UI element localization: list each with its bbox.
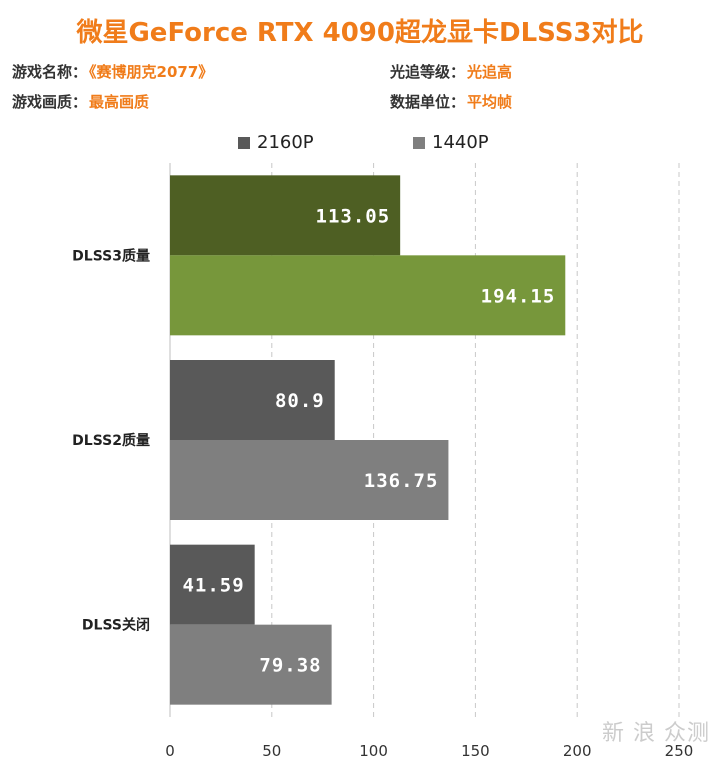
legend-swatch-1440p [413,136,425,149]
game-name-label: 游戏名称： [12,63,88,81]
bar-1440p [170,440,449,520]
bar-value-label: 79.38 [259,655,321,677]
game-name-row: 游戏名称： 《赛博朋克2077》 [12,61,213,82]
quality-row: 游戏画质： 最高画质 [12,91,149,112]
x-tick-label: 100 [359,742,388,760]
bar-value-label: 41.59 [182,575,244,597]
bar-value-label: 136.75 [364,470,439,492]
category-label: DLSS3质量 [72,247,150,264]
unit-value: 平均帧 [467,93,513,111]
raytracing-value: 光追高 [467,63,513,81]
bar-value-label: 113.05 [316,205,391,227]
raytracing-row: 光追等级： 光追高 [390,61,512,82]
bar-1440p [170,624,332,705]
quality-value: 最高画质 [89,93,150,111]
bar-2160p [170,175,401,256]
legend-item-2160p: 2160P [238,132,314,153]
bar-value-label: 194.15 [481,285,556,307]
legend-label-2160p: 2160P [257,132,314,153]
x-tick-label: 200 [563,742,592,760]
x-tick-label: 250 [665,742,694,760]
x-tick-label: 50 [262,742,281,760]
chart-title: 微星GeForce RTX 4090超龙显卡DLSS3对比 [76,18,644,48]
legend-item-1440p: 1440P [413,132,489,153]
legend-swatch-2160p [238,136,250,149]
unit-label: 数据单位： [390,93,466,111]
raytracing-label: 光追等级： [390,63,466,81]
category-label: DLSS2质量 [72,432,150,449]
unit-row: 数据单位： 平均帧 [390,91,512,112]
quality-label: 游戏画质： [12,93,88,111]
x-tick-label: 0 [165,742,175,760]
watermark: 新 浪 众测 [602,721,710,746]
game-name-value: 《赛博朋克2077》 [89,63,214,81]
bar-value-label: 80.9 [275,390,325,412]
bar-2160p [170,360,335,440]
x-tick-label: 150 [461,742,490,760]
category-label: DLSS关闭 [82,617,150,634]
legend-label-1440p: 1440P [432,132,489,153]
bar-1440p [170,255,566,336]
bar-2160p [170,544,255,625]
